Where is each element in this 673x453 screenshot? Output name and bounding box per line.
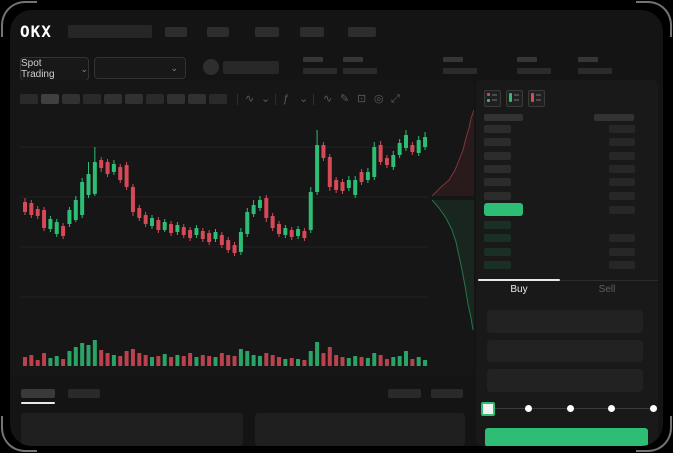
chart-type-icon[interactable]: ∿ xyxy=(245,93,255,105)
tab-sell[interactable]: Sell xyxy=(598,284,616,295)
bottom-tab-active-indicator xyxy=(21,402,55,404)
ticker-stat-value-skeleton xyxy=(443,68,477,74)
orderbook-col-header-amount xyxy=(594,114,634,121)
toolbar-chip-skeleton[interactable] xyxy=(125,94,143,104)
nav-item-skeleton[interactable] xyxy=(255,27,279,37)
bottom-tab-active-skeleton[interactable] xyxy=(21,389,55,398)
buy-submit-button[interactable] xyxy=(485,428,648,446)
coin-avatar xyxy=(203,59,219,75)
pair-name-skeleton xyxy=(223,61,279,74)
slider-stop-dot[interactable] xyxy=(566,405,574,412)
history-table-skeleton xyxy=(255,413,465,446)
bottom-action-skeleton[interactable] xyxy=(431,389,463,398)
orderbook-ask-row-price[interactable] xyxy=(484,151,511,160)
chevron-down-icon: ⌄ xyxy=(170,62,178,73)
okx-logo: OKX xyxy=(20,22,52,41)
orderbook-ask-row-price[interactable] xyxy=(484,125,511,133)
toolbar-chip-skeleton[interactable] xyxy=(83,94,101,104)
slider-stop-dot[interactable] xyxy=(525,405,532,412)
orderbook-bid-row-price[interactable] xyxy=(484,234,511,243)
trade-tabs-divider xyxy=(478,280,658,281)
ticker-stat-value-skeleton xyxy=(517,68,551,74)
market-mode-selector[interactable]: Spot Trading ⌄ xyxy=(20,57,89,81)
toolbar-divider xyxy=(313,94,314,105)
nav-item-skeleton[interactable] xyxy=(300,27,324,37)
orderbook-ask-row-amount[interactable] xyxy=(609,191,635,200)
orders-table-skeleton xyxy=(21,413,243,446)
ticker-stat-label-skeleton xyxy=(517,57,537,62)
volume-chart[interactable] xyxy=(20,338,428,366)
orderbook-bid-row-amount[interactable] xyxy=(609,260,635,269)
orderbook-bid-row-price[interactable] xyxy=(484,247,511,256)
orderbook-layout-bids-icon[interactable] xyxy=(506,90,523,107)
slider-stop-dot[interactable] xyxy=(608,405,615,412)
buy-tab-active-indicator xyxy=(478,279,560,281)
orderbook-badge-row-amount[interactable] xyxy=(609,206,635,214)
ticker-stat-value-skeleton xyxy=(343,68,377,74)
nav-item-skeleton[interactable] xyxy=(207,27,229,37)
pair-selector[interactable]: ⌄ xyxy=(94,57,186,79)
toolbar-chip-skeleton[interactable] xyxy=(167,94,185,104)
orderbook-layout-all-icon[interactable] xyxy=(484,90,501,107)
indicator-chevron-icon[interactable]: ⌄ xyxy=(299,93,309,105)
orderbook-ask-row-price[interactable] xyxy=(484,138,511,147)
app-screen: OKX Spot Trading ⌄ ⌄ xyxy=(10,10,663,446)
orderbook-bid-row-price[interactable] xyxy=(484,221,511,229)
target-icon[interactable]: ◎ xyxy=(374,93,384,105)
candlestick-chart[interactable] xyxy=(20,112,428,330)
chart-type-chevron-icon[interactable]: ⌄ xyxy=(261,93,271,105)
orderbook-bid-row-price[interactable] xyxy=(484,260,511,269)
amount-slider-handle[interactable] xyxy=(481,402,495,416)
toolbar-divider xyxy=(237,94,238,105)
wave-icon[interactable]: ∿ xyxy=(323,93,333,105)
amount-input[interactable] xyxy=(487,340,643,362)
orderbook-col-header-price xyxy=(484,114,523,121)
nav-item-skeleton[interactable] xyxy=(348,27,376,37)
orderbook-layout-asks-icon[interactable] xyxy=(528,90,545,107)
orderbook-ask-row-price[interactable] xyxy=(484,164,511,173)
ticker-stat-label-skeleton xyxy=(443,57,463,62)
ticker-stat-value-skeleton xyxy=(303,68,337,74)
orderbook-ask-row-amount[interactable] xyxy=(609,125,635,133)
price-input[interactable] xyxy=(487,310,643,333)
orderbook-ask-row-amount[interactable] xyxy=(609,151,635,160)
last-price-badge xyxy=(484,203,523,216)
bottom-tab-skeleton[interactable] xyxy=(68,389,100,398)
toolbar-chip-skeleton[interactable] xyxy=(146,94,164,104)
nav-item-skeleton[interactable] xyxy=(165,27,187,37)
ticker-stat-label-skeleton xyxy=(343,57,363,62)
depth-overlay[interactable] xyxy=(428,108,475,331)
toolbar-chip-skeleton[interactable] xyxy=(41,94,59,104)
camera-icon[interactable]: ⊡ xyxy=(357,93,367,105)
total-input[interactable] xyxy=(487,369,643,392)
orderbook-bid-row-amount[interactable] xyxy=(609,247,635,256)
bottom-action-skeleton[interactable] xyxy=(388,389,421,398)
ticker-stat-label-skeleton xyxy=(303,57,323,62)
toolbar-chip-skeleton[interactable] xyxy=(209,94,227,104)
orderbook-ask-row-amount[interactable] xyxy=(609,138,635,147)
ticker-stat-value-skeleton xyxy=(578,68,612,74)
toolbar-divider xyxy=(275,94,276,105)
ticker-stat-label-skeleton xyxy=(578,57,598,62)
orderbook-ask-row-price[interactable] xyxy=(484,191,511,200)
slider-stop-dot[interactable] xyxy=(649,405,657,412)
fullscreen-icon[interactable]: ⤢ xyxy=(391,93,400,105)
indicator-icon[interactable]: ƒ xyxy=(283,93,290,105)
market-mode-label: Spot Trading xyxy=(21,58,55,80)
draw-tools-icon[interactable]: ✎ xyxy=(340,93,350,105)
chart-panel xyxy=(10,80,474,376)
nav-search-skeleton[interactable] xyxy=(68,25,152,38)
chevron-down-icon: ⌄ xyxy=(80,63,88,74)
orderbook-ask-row-price[interactable] xyxy=(484,178,511,187)
toolbar-chip-skeleton[interactable] xyxy=(62,94,80,104)
toolbar-chip-skeleton[interactable] xyxy=(104,94,122,104)
toolbar-chip-skeleton[interactable] xyxy=(20,94,38,104)
orderbook-ask-row-amount[interactable] xyxy=(609,164,635,173)
tab-buy[interactable]: Buy xyxy=(510,284,528,295)
orderbook-bid-row-amount[interactable] xyxy=(609,234,635,243)
orderbook-ask-row-amount[interactable] xyxy=(609,178,635,187)
toolbar-chip-skeleton[interactable] xyxy=(188,94,206,104)
